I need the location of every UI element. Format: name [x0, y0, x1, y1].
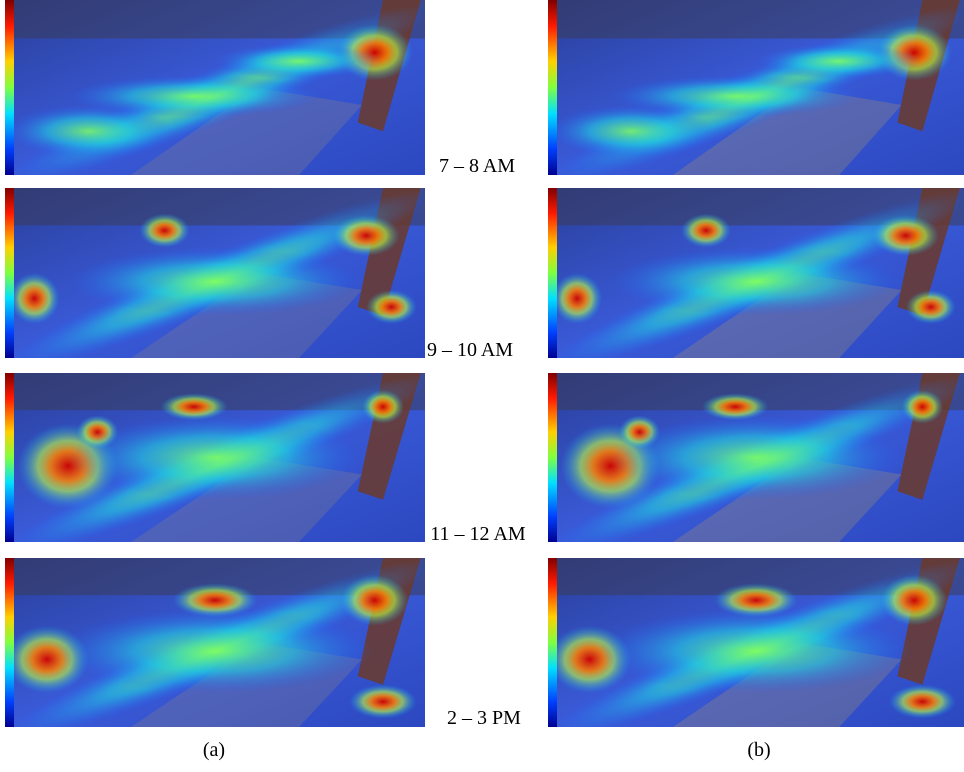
heat-blob	[215, 43, 383, 79]
heat-blob	[901, 389, 944, 424]
pillar	[357, 188, 421, 316]
panel-label: (b)	[747, 739, 770, 761]
time-label: 7 – 8 AM	[439, 155, 515, 177]
colorbar	[548, 373, 557, 542]
floor-patch	[672, 87, 902, 175]
panel-label: (a)	[203, 739, 225, 761]
heat-blob	[366, 290, 417, 324]
heatmap-image	[5, 558, 425, 727]
heat-blob	[681, 213, 732, 248]
heat-blob	[332, 215, 400, 256]
heat-blob	[880, 574, 948, 626]
heat-blob	[68, 75, 320, 118]
heat-blob	[160, 393, 228, 421]
heatmap-image	[5, 0, 425, 175]
heatmap-image	[548, 188, 964, 358]
heatmap-image	[5, 188, 425, 358]
heat-blob	[548, 105, 715, 158]
heat-blob	[610, 415, 902, 500]
time-label: 9 – 10 AM	[427, 339, 513, 361]
heat-blob	[173, 583, 257, 618]
time-label: 2 – 3 PM	[447, 707, 521, 729]
heat-blob	[597, 608, 915, 694]
heat-blob	[68, 247, 362, 316]
heatmap-image	[548, 373, 964, 542]
heatmap-image	[548, 0, 964, 175]
heat-blob	[905, 290, 956, 324]
colorbar	[548, 558, 557, 727]
heat-blob	[714, 583, 798, 618]
colorbar	[5, 0, 14, 175]
heat-blob	[341, 574, 409, 626]
heat-blob	[68, 415, 362, 500]
time-label: 11 – 12 AM	[430, 523, 526, 545]
heat-blob	[701, 393, 769, 421]
heat-blob	[9, 273, 60, 324]
heat-blob	[55, 608, 375, 694]
heatmap-image	[548, 558, 964, 727]
colorbar	[548, 188, 557, 358]
colorbar	[5, 373, 14, 542]
heat-blob	[5, 105, 173, 158]
heat-blob	[349, 684, 417, 719]
heat-blob	[756, 43, 923, 79]
colorbar	[5, 188, 14, 358]
floor-patch	[131, 87, 362, 175]
heat-blob	[872, 215, 940, 256]
heat-blob	[610, 75, 860, 118]
heat-blob	[552, 273, 603, 324]
heat-blob	[139, 213, 190, 248]
heat-blob	[889, 684, 956, 719]
heatmap-image	[5, 373, 425, 542]
heat-blob	[362, 389, 404, 424]
colorbar	[5, 558, 14, 727]
pillar	[357, 373, 421, 500]
pillar	[897, 373, 960, 500]
heat-blob	[610, 247, 902, 316]
colorbar	[548, 0, 557, 175]
